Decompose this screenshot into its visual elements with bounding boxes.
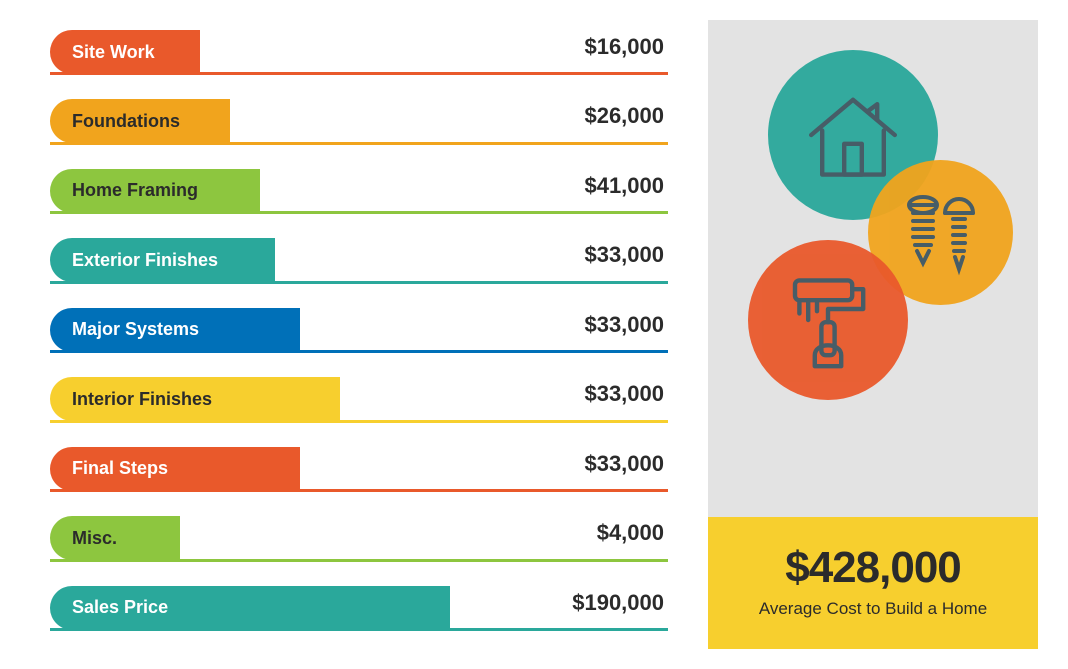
cost-bar-row: Misc. $4,000 xyxy=(50,516,668,569)
bar-value: $33,000 xyxy=(584,381,664,407)
cost-bar-row: Site Work $16,000 xyxy=(50,30,668,83)
side-panel: $428,000 Average Cost to Build a Home xyxy=(708,20,1038,649)
infographic-root: Site Work $16,000 Foundations $26,000 Home F… xyxy=(0,0,1068,669)
bar-value: $16,000 xyxy=(584,34,664,60)
bar-pill: Home Framing xyxy=(50,169,260,213)
icon-cluster xyxy=(708,20,1038,517)
bar-label: Exterior Finishes xyxy=(72,250,218,271)
bar-label: Major Systems xyxy=(72,319,199,340)
cost-bar-row: Foundations $26,000 xyxy=(50,99,668,152)
bar-value: $33,000 xyxy=(584,451,664,477)
bar-pill: Final Steps xyxy=(50,447,300,491)
cost-bar-row: Exterior Finishes $33,000 xyxy=(50,238,668,291)
paint-roller-icon xyxy=(773,265,883,375)
bar-value: $33,000 xyxy=(584,242,664,268)
cost-bar-row: Interior Finishes $33,000 xyxy=(50,377,668,430)
cost-bar-row: Major Systems $33,000 xyxy=(50,308,668,361)
bar-pill: Exterior Finishes xyxy=(50,238,275,282)
screws-icon xyxy=(891,183,991,283)
cost-bar-row: Final Steps $33,000 xyxy=(50,447,668,500)
total-cost-box: $428,000 Average Cost to Build a Home xyxy=(708,517,1038,649)
bar-pill: Foundations xyxy=(50,99,230,143)
bar-label: Final Steps xyxy=(72,458,168,479)
bar-pill: Misc. xyxy=(50,516,180,560)
bar-value: $4,000 xyxy=(597,520,664,546)
cost-bar-row: Sales Price $190,000 xyxy=(50,586,668,639)
house-icon xyxy=(798,80,908,190)
cost-bars-column: Site Work $16,000 Foundations $26,000 Home F… xyxy=(50,20,668,649)
bar-value: $33,000 xyxy=(584,312,664,338)
paint-roller-icon-circle xyxy=(748,240,908,400)
bar-pill: Major Systems xyxy=(50,308,300,352)
bar-pill: Sales Price xyxy=(50,586,450,630)
bar-value: $190,000 xyxy=(572,590,664,616)
bar-value: $41,000 xyxy=(584,173,664,199)
bar-pill: Interior Finishes xyxy=(50,377,340,421)
total-cost-value: $428,000 xyxy=(718,543,1028,593)
bar-label: Misc. xyxy=(72,528,117,549)
bar-value: $26,000 xyxy=(584,103,664,129)
bar-label: Home Framing xyxy=(72,180,198,201)
bar-pill: Site Work xyxy=(50,30,200,74)
bar-label: Site Work xyxy=(72,42,155,63)
cost-bar-row: Home Framing $41,000 xyxy=(50,169,668,222)
bar-label: Sales Price xyxy=(72,597,168,618)
total-cost-label: Average Cost to Build a Home xyxy=(718,599,1028,619)
bar-label: Interior Finishes xyxy=(72,389,212,410)
bar-label: Foundations xyxy=(72,111,180,132)
